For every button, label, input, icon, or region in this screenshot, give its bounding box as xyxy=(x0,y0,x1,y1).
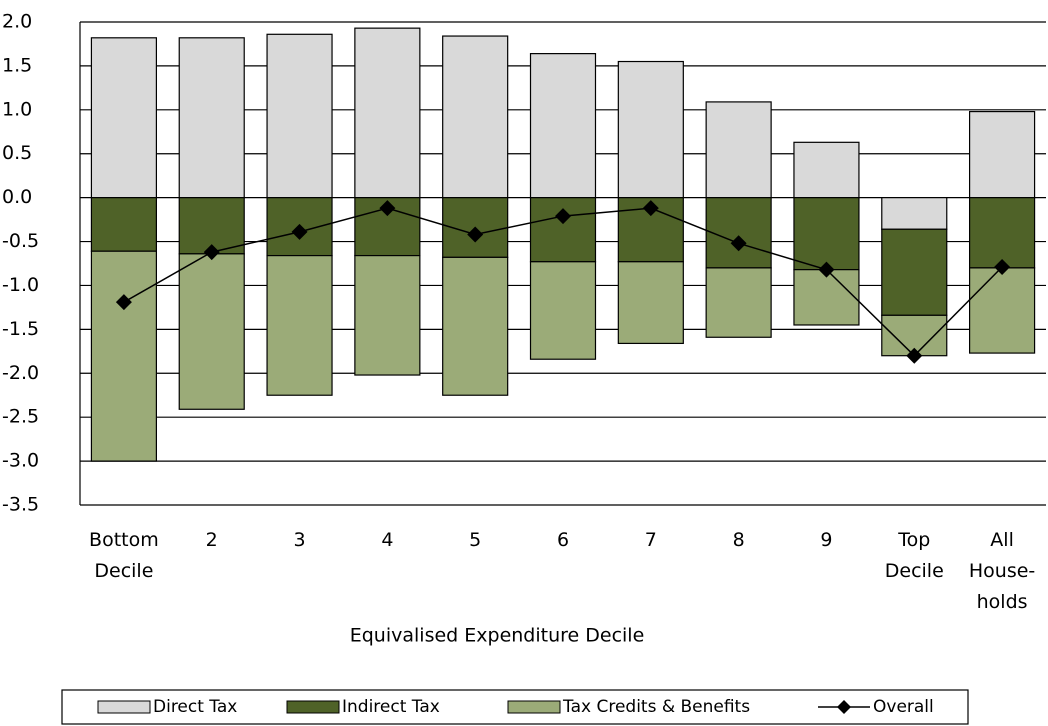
y-tick-label: -2.0 xyxy=(2,362,39,384)
bar xyxy=(968,110,1036,199)
x-axis-title: Equivalised Expenditure Decile xyxy=(350,625,645,647)
y-tick-label: -0.5 xyxy=(2,230,39,252)
bar xyxy=(881,228,948,316)
bar xyxy=(266,254,333,396)
bar xyxy=(178,253,245,410)
legend-label: Overall xyxy=(873,697,934,717)
legend-label: Tax Credits & Benefits xyxy=(562,697,750,717)
bar xyxy=(529,197,597,263)
y-tick-label: -2.5 xyxy=(2,406,39,428)
bar xyxy=(793,141,860,199)
bar xyxy=(881,197,948,230)
legend-swatch xyxy=(507,700,561,714)
x-tick-label: Top Decile xyxy=(885,529,944,582)
x-tick-label: 8 xyxy=(733,529,745,551)
x-tick-label: 9 xyxy=(820,529,832,551)
legend-label: Indirect Tax xyxy=(342,697,440,717)
bar xyxy=(617,261,684,345)
marker xyxy=(642,200,659,217)
y-tick-label: 0.0 xyxy=(2,186,32,208)
x-tick-label: All House-holds xyxy=(969,529,1035,613)
bar xyxy=(442,35,509,199)
y-tick-label: 2.0 xyxy=(2,11,32,33)
y-tick-label: -1.5 xyxy=(2,318,39,340)
bar xyxy=(442,256,509,396)
y-tick-label: -1.0 xyxy=(2,274,39,296)
bar xyxy=(705,267,772,338)
y-tick-label: 1.0 xyxy=(2,98,32,120)
marker xyxy=(467,226,484,243)
bar xyxy=(529,261,597,360)
bar xyxy=(793,197,860,271)
legend-swatch xyxy=(97,700,151,714)
bar xyxy=(968,267,1036,354)
marker xyxy=(555,208,571,225)
marker xyxy=(291,223,308,240)
x-tick-label: 7 xyxy=(645,529,657,551)
bar xyxy=(266,33,333,199)
legend-swatch xyxy=(837,700,851,714)
bar xyxy=(90,37,158,199)
marker xyxy=(818,261,835,278)
marker xyxy=(730,235,747,252)
bar xyxy=(90,197,158,252)
bar xyxy=(90,250,158,462)
marker xyxy=(115,294,132,311)
legend-swatch xyxy=(286,700,340,714)
x-tick-label: 4 xyxy=(381,529,393,551)
marker xyxy=(379,200,396,217)
legend-label: Direct Tax xyxy=(153,697,237,717)
bar xyxy=(705,101,772,199)
bar xyxy=(354,27,421,199)
x-tick-label: 3 xyxy=(293,529,305,551)
marker xyxy=(906,347,923,364)
y-tick-label: 1.5 xyxy=(2,54,32,76)
x-tick-label: 6 xyxy=(557,529,569,551)
bar xyxy=(178,37,245,199)
marker xyxy=(994,259,1011,276)
bar xyxy=(354,254,421,376)
bar xyxy=(617,60,684,199)
y-tick-label: 0.5 xyxy=(2,142,32,164)
y-tick-label: -3.0 xyxy=(2,450,39,472)
x-tick-label: 2 xyxy=(206,529,218,551)
y-tick-label: -3.5 xyxy=(2,494,39,516)
x-tick-label: Bottom Decile xyxy=(89,529,159,582)
bar xyxy=(705,197,772,269)
x-tick-label: 5 xyxy=(469,529,481,551)
bar xyxy=(529,53,597,199)
marker xyxy=(203,244,220,261)
bar xyxy=(793,269,860,326)
bar xyxy=(968,197,1036,269)
